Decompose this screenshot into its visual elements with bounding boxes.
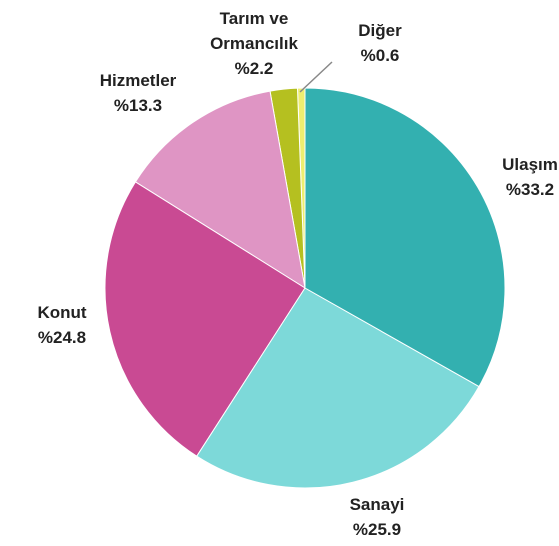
pie-slice	[104, 181, 306, 457]
slice-label: Ulaşım %33.2	[498, 152, 559, 202]
pie-slice	[196, 287, 480, 489]
slice-label: Sanayi %25.9	[345, 492, 409, 542]
value-label: %33.2	[505, 180, 555, 199]
category-name: Tarım ve Ormancılık	[210, 9, 298, 53]
pie-slice	[304, 87, 506, 388]
slice-label: Tarım ve Ormancılık %2.2	[200, 6, 308, 81]
leader-line	[299, 61, 333, 93]
value-label: %0.6	[360, 46, 400, 65]
category-name: Ulaşım	[502, 155, 558, 174]
category-name: Hizmetler	[99, 71, 177, 90]
pie-slice	[134, 90, 306, 290]
value-label: %25.9	[352, 520, 402, 539]
value-label: %24.8	[37, 328, 87, 347]
slice-label: Hizmetler %13.3	[95, 68, 181, 118]
value-label: %13.3	[113, 96, 163, 115]
slice-label: Diğer %0.6	[354, 18, 406, 68]
category-name: Sanayi	[349, 495, 405, 514]
category-name: Diğer	[358, 21, 402, 40]
slice-label: Konut %24.8	[33, 300, 91, 350]
value-label: %2.2	[234, 59, 274, 78]
category-name: Konut	[37, 303, 87, 322]
